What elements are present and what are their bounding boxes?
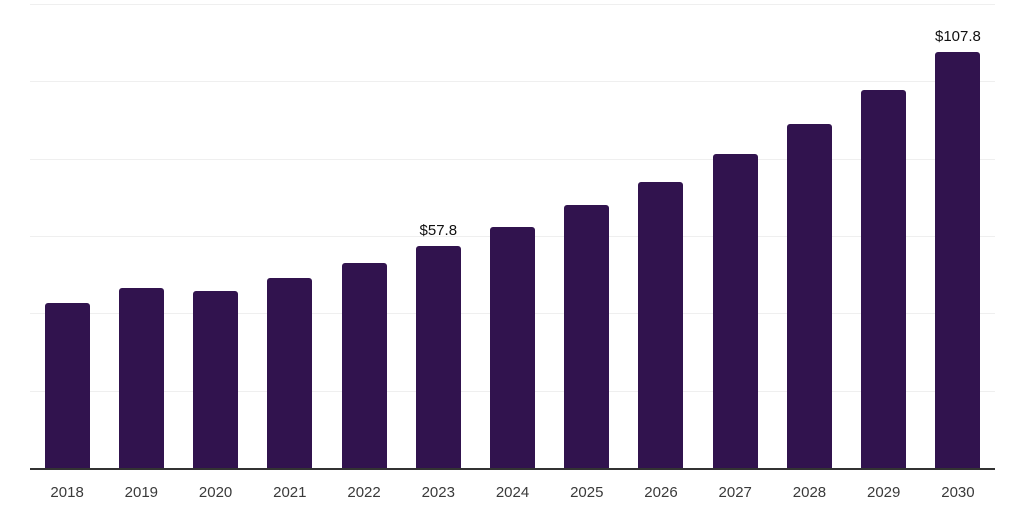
bar-2022 [341, 262, 387, 469]
bar-slot-2020 [178, 5, 252, 469]
x-axis-label-2029: 2029 [867, 484, 901, 501]
x-axis-labels: 2018 2019 2020 2021 2022 2023 2024 2025 2026 2027… [30, 470, 995, 501]
bar-2024 [490, 226, 536, 469]
x-axis-label-2021: 2021 [273, 484, 307, 501]
bar-2020 [193, 291, 239, 469]
bar-slot-2027 [698, 5, 772, 469]
bar-2019 [118, 288, 164, 469]
bar-2026 [638, 182, 684, 469]
x-axis-label-2023: 2023 [421, 484, 455, 501]
plot-area: $57.8 $107.8 [30, 4, 995, 470]
x-axis-label-2026: 2026 [644, 484, 678, 501]
x-axis-label-2024: 2024 [495, 484, 530, 501]
x-axis-label-2030: 2030 [941, 484, 975, 501]
x-axis-line [30, 468, 995, 470]
bar-slot-2019 [104, 5, 178, 469]
bar-slot-2026 [624, 5, 698, 469]
value-label-2030: $107.8 [934, 28, 981, 46]
bar-slot-2024 [475, 5, 549, 469]
bar-2021 [267, 278, 313, 469]
x-axis-label-2018: 2018 [50, 484, 84, 501]
bar-slot-2023: $57.8 [401, 5, 475, 469]
bar-2029 [861, 89, 907, 469]
x-axis-label-2019: 2019 [124, 484, 159, 501]
bar-slot-2030: $107.8 [921, 5, 995, 469]
gridline [30, 81, 995, 83]
bar-2023 [415, 245, 461, 469]
bar-slot-2018 [30, 5, 104, 469]
x-axis-label-2025: 2025 [570, 484, 604, 501]
bar-slot-2029 [847, 5, 921, 469]
x-axis-label-2028: 2028 [792, 484, 827, 501]
bar-slot-2025 [550, 5, 624, 469]
bar-2018 [44, 303, 90, 469]
value-label-2023: $57.8 [419, 221, 458, 239]
bar-slot-2028 [772, 5, 846, 469]
gridline [30, 4, 995, 5]
gridline [30, 158, 995, 160]
bar-2028 [786, 123, 832, 469]
bar-slot-2021 [253, 5, 327, 469]
bar-2030 [935, 52, 981, 469]
bar-slot-2022 [327, 5, 401, 469]
bar-2025 [564, 205, 610, 469]
x-axis-label-2027: 2027 [718, 484, 752, 501]
bars: $57.8 $107.8 [30, 5, 995, 469]
x-axis-label-2020: 2020 [198, 484, 233, 501]
x-axis-label-2022: 2022 [347, 484, 381, 501]
bar-2027 [712, 154, 758, 469]
